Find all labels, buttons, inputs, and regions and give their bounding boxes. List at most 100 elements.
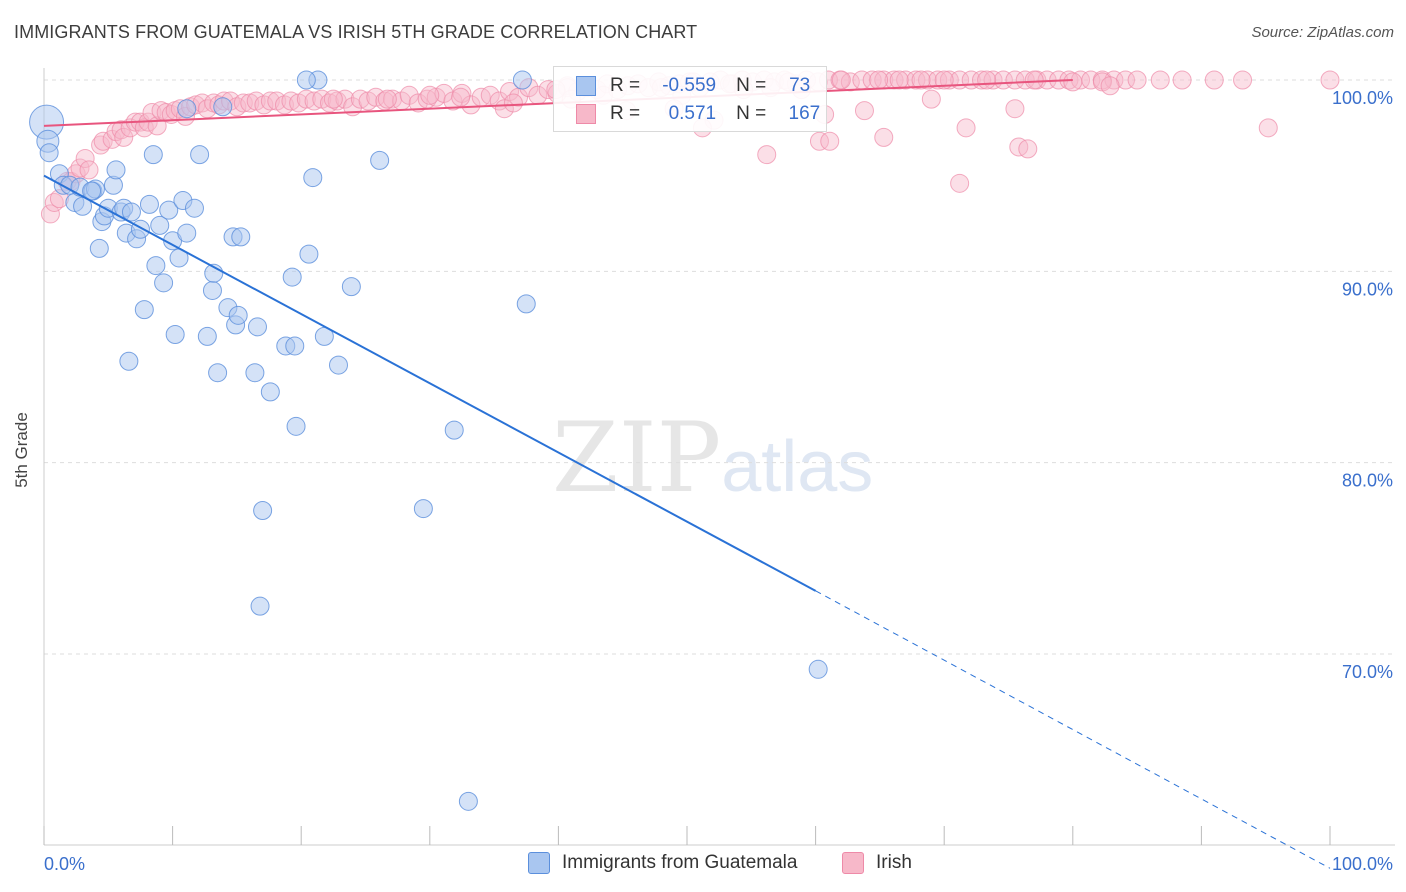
- guatemala-point: [177, 223, 197, 243]
- irish-point: [874, 127, 894, 147]
- x-tick-label: 100.0%: [1332, 854, 1393, 874]
- trend-lines: [43, 79, 1331, 869]
- guatemala-point: [121, 202, 141, 222]
- irish-point: [934, 70, 954, 90]
- stats-row-irish: R = 0.571 N = 167: [576, 101, 820, 127]
- guatemala-point: [245, 363, 265, 383]
- guatemala-point: [253, 501, 273, 520]
- tick-labels: 100.0% 90.0% 80.0% 70.0% 0.0% 100.0%: [44, 88, 1393, 874]
- irish-point: [1005, 70, 1025, 90]
- irish-point: [1320, 70, 1340, 90]
- irish-point: [928, 70, 948, 90]
- irish-point: [114, 127, 134, 147]
- irish-point: [950, 173, 970, 193]
- guatemala-point: [328, 355, 348, 375]
- irish-point: [809, 131, 829, 151]
- irish-point: [480, 85, 500, 105]
- irish-point: [889, 70, 909, 90]
- irish-point: [240, 93, 260, 113]
- irish-point: [820, 131, 840, 151]
- guatemala-point: [808, 659, 828, 679]
- irish-point: [335, 89, 355, 109]
- axes: [43, 68, 1395, 846]
- n-label: N =: [736, 103, 767, 124]
- guatemala-point: [282, 267, 302, 287]
- guatemala-legend-swatch: [528, 852, 550, 874]
- guatemala-point: [260, 382, 280, 402]
- guatemala-point: [119, 351, 139, 371]
- legend-label-irish: Irish: [876, 852, 912, 873]
- irish-point: [503, 93, 523, 113]
- guatemala-point: [296, 70, 316, 90]
- irish-point: [831, 70, 851, 90]
- irish-point: [956, 118, 976, 138]
- irish-point: [854, 101, 874, 121]
- irish-point: [1172, 70, 1192, 90]
- guatemala-point: [299, 244, 319, 264]
- guatemala-point: [231, 227, 251, 247]
- watermark-atlas: atlas: [721, 427, 874, 507]
- irish-point: [911, 70, 931, 90]
- irish-point: [500, 81, 520, 101]
- guatemala-point: [444, 420, 464, 440]
- irish-point: [1204, 70, 1224, 90]
- irish-point: [1100, 76, 1120, 96]
- guatemala-point: [341, 277, 361, 297]
- guatemala-point: [154, 273, 174, 293]
- guatemala-trend-extension: [815, 590, 1331, 869]
- irish-point: [319, 93, 339, 113]
- guatemala-point: [208, 363, 228, 383]
- irish-point: [869, 70, 889, 90]
- y-tick-label: 80.0%: [1342, 471, 1393, 491]
- irish-point: [921, 89, 941, 109]
- irish-point: [757, 145, 777, 165]
- guatemala-point: [106, 160, 126, 180]
- irish-point: [1063, 72, 1083, 92]
- guatemala-point: [303, 168, 323, 188]
- irish-swatch: [576, 104, 596, 124]
- y-tick-label: 100.0%: [1332, 88, 1393, 108]
- guatemala-point: [413, 499, 433, 519]
- n-value: 73: [789, 75, 811, 96]
- guatemala-point: [39, 143, 59, 163]
- irish-legend-swatch: [842, 852, 864, 874]
- guatemala-point: [82, 181, 102, 201]
- irish-point: [993, 70, 1013, 90]
- guatemala-point: [165, 324, 185, 344]
- irish-point: [977, 70, 997, 90]
- irish-point: [461, 95, 481, 115]
- irish-point: [884, 70, 904, 90]
- y-tick-label: 90.0%: [1342, 279, 1393, 299]
- guatemala-point: [190, 145, 210, 165]
- irish-point: [40, 204, 60, 224]
- stats-legend: R = -0.559 N = 73 R = 0.571 N = 167: [553, 66, 827, 132]
- irish-point: [1018, 139, 1038, 159]
- guatemala-point: [146, 256, 166, 276]
- guatemala-point: [370, 150, 390, 170]
- guatemala-point: [159, 200, 179, 220]
- guatemala-trend-line: [43, 174, 817, 592]
- guatemala-point: [213, 97, 233, 117]
- irish-point: [1024, 70, 1044, 90]
- guatemala-point: [512, 70, 532, 90]
- source-label: Source: ZipAtlas.com: [1251, 24, 1394, 41]
- legend-item-guatemala: Immigrants from Guatemala: [528, 852, 797, 874]
- guatemala-point: [130, 219, 150, 239]
- guatemala-point: [285, 336, 305, 356]
- guatemala-point: [184, 198, 204, 218]
- x-tick-label: 0.0%: [44, 854, 85, 874]
- stats-row-guatemala: R = -0.559 N = 73: [576, 73, 810, 99]
- irish-point: [323, 89, 343, 109]
- irish-point: [451, 87, 471, 107]
- irish-point: [1258, 118, 1278, 138]
- guatemala-point: [286, 416, 306, 436]
- n-label: N =: [736, 75, 767, 96]
- irish-point: [896, 70, 916, 90]
- irish-point: [350, 89, 370, 109]
- guatemala-point: [197, 326, 217, 346]
- n-value: 167: [788, 103, 821, 124]
- irish-point: [1233, 70, 1253, 90]
- legend-item-irish: Irish: [842, 852, 912, 874]
- guatemala-point: [228, 305, 248, 325]
